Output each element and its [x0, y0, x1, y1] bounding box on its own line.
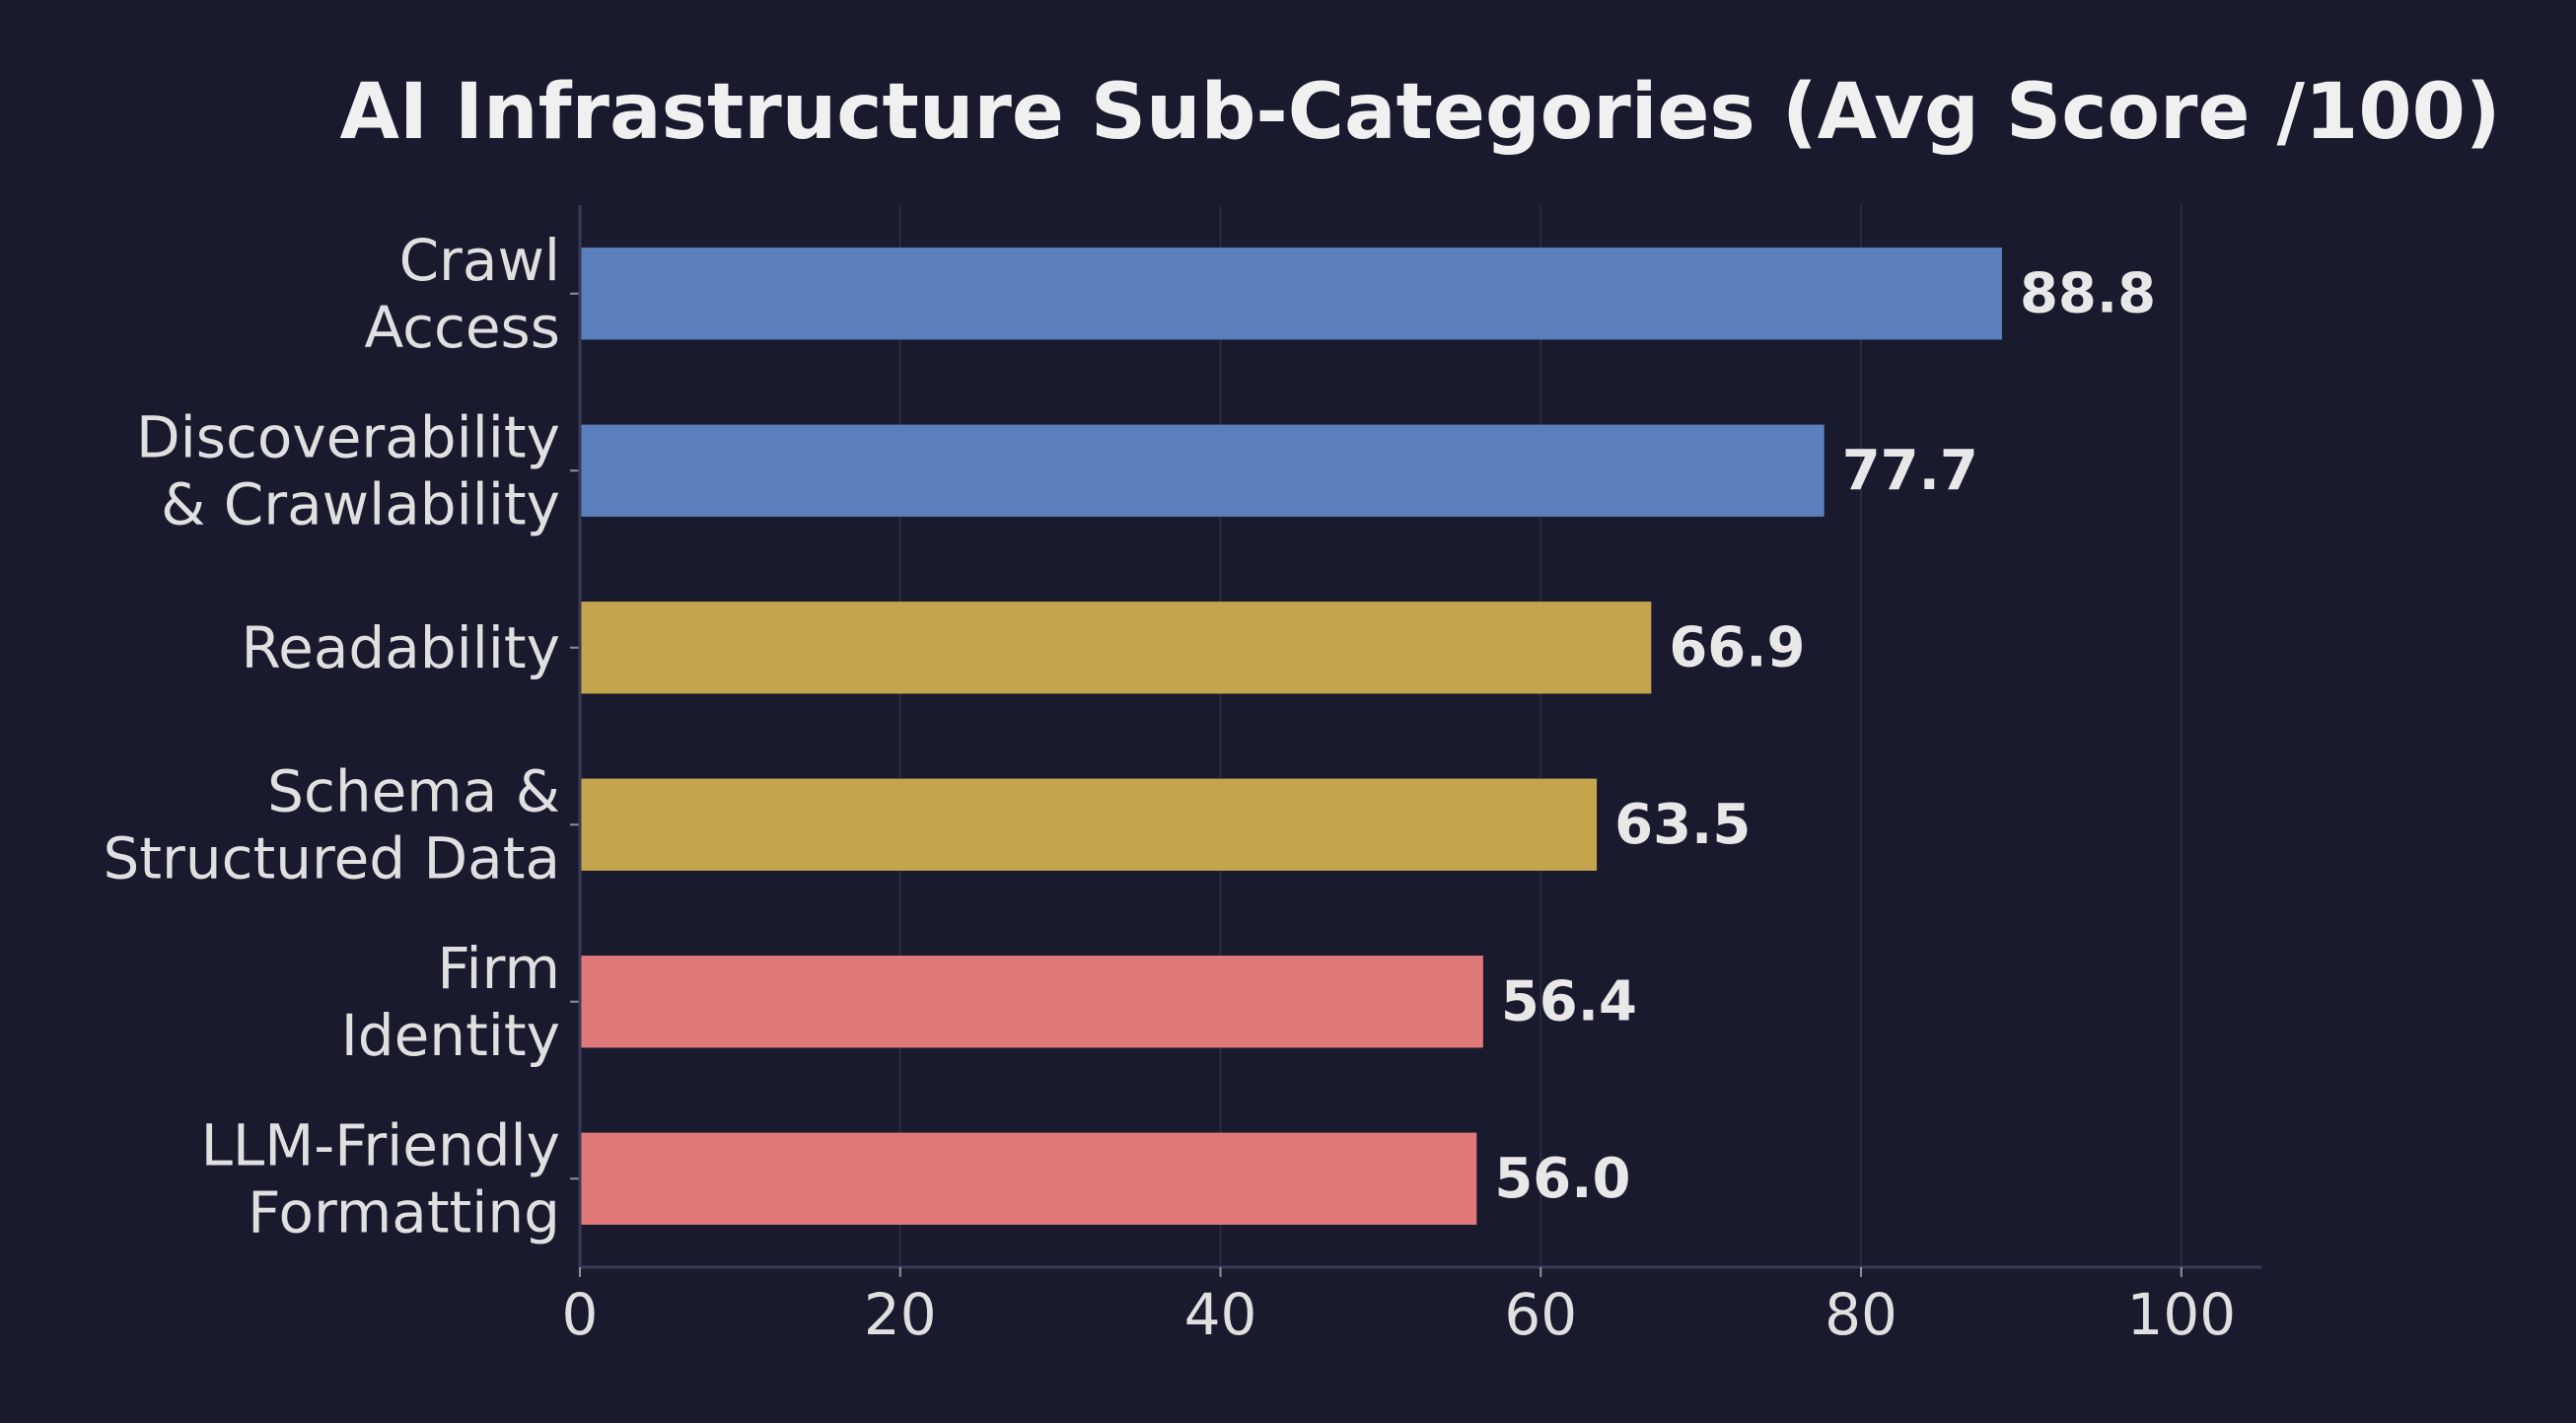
category-label-0-line-1: Access: [364, 294, 560, 361]
x-tick-label-20: 20: [864, 1281, 937, 1348]
category-label-0-line-0: Crawl: [399, 227, 560, 294]
x-tick-label-40: 40: [1184, 1281, 1257, 1348]
category-label-3-line-1: Structured Data: [103, 824, 560, 891]
bar-5: [580, 1132, 1477, 1225]
value-label-1: 77.7: [1842, 439, 1978, 503]
x-tick-label-100: 100: [2126, 1281, 2236, 1348]
category-label-3: Schema & Structured Data: [103, 757, 560, 891]
category-label-0: Crawl Access: [364, 227, 560, 361]
axes: [570, 205, 2261, 1277]
value-label-4: 56.4: [1501, 969, 1637, 1033]
x-tick-label-0: 0: [562, 1281, 599, 1348]
category-label-2-line-0: Readability: [241, 614, 560, 681]
value-label-0: 88.8: [2020, 261, 2156, 325]
bar-3: [580, 778, 1598, 871]
value-label-2: 66.9: [1669, 615, 1805, 679]
category-label-4: Firm Identity: [341, 935, 560, 1069]
x-tick-label-60: 60: [1504, 1281, 1577, 1348]
chart-title: AI Infrastructure Sub-Categories (Avg Sc…: [339, 68, 2500, 157]
category-label-4-line-0: Firm: [437, 935, 560, 1002]
bar-2: [580, 602, 1652, 694]
category-label-2: Readability: [241, 614, 560, 681]
grid-lines: [898, 205, 2182, 1267]
bar-0: [580, 248, 2002, 340]
bars: [580, 248, 2002, 1225]
value-label-5: 56.0: [1494, 1147, 1630, 1211]
bar-4: [580, 956, 1483, 1048]
labels: 88.8 Crawl Access 77.7 Discoverability & Craw…: [103, 227, 2236, 1348]
category-label-3-line-0: Schema &: [267, 757, 560, 824]
category-label-1-line-0: Discoverability: [136, 403, 560, 470]
category-label-5-line-1: Formatting: [248, 1178, 560, 1245]
category-label-1-line-1: & Crawlability: [161, 470, 560, 537]
category-label-5-line-0: LLM-Friendly: [201, 1111, 560, 1178]
bar-1: [580, 424, 1825, 517]
category-label-1: Discoverability & Crawlability: [136, 403, 560, 537]
x-tick-label-80: 80: [1825, 1281, 1897, 1348]
category-label-4-line-1: Identity: [341, 1002, 560, 1069]
category-label-5: LLM-Friendly Formatting: [201, 1111, 560, 1245]
value-label-3: 63.5: [1614, 793, 1751, 857]
